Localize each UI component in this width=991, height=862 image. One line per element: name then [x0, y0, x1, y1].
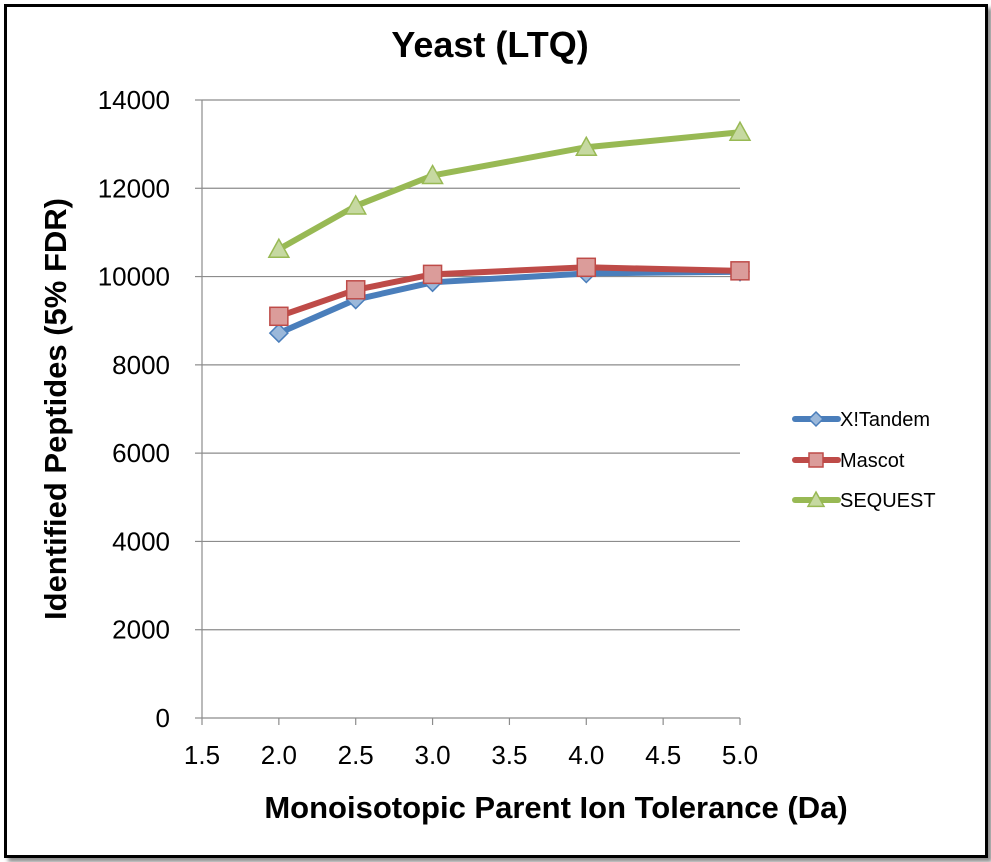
- data-point-mascot: [269, 306, 289, 327]
- y-tick-label: 8000: [112, 350, 170, 380]
- series-group: [267, 120, 752, 344]
- data-point-sequest: [728, 120, 752, 141]
- y-tick-label: 2000: [112, 615, 170, 645]
- x-axis-label: Monoisotopic Parent Ion Tolerance (Da): [264, 790, 847, 825]
- series-line-sequest: [275, 129, 743, 253]
- data-point-mascot: [730, 261, 750, 281]
- data-point-sequest: [575, 135, 598, 156]
- data-point-mascot: [422, 264, 443, 285]
- grid: [195, 99, 740, 719]
- data-point-sequest: [344, 194, 367, 215]
- x-tick-label: 1.5: [184, 740, 220, 770]
- series-sequest: [267, 120, 752, 258]
- chart-title: Yeast (LTQ): [391, 24, 588, 65]
- y-tick-label: 0: [156, 703, 170, 733]
- y-tick-labels: 0 2000 4000 6000 8000 10000 12000 14000: [98, 85, 170, 733]
- x-tick-label: 4.0: [568, 740, 604, 770]
- legend-label-sequest: SEQUEST: [840, 490, 936, 512]
- legend-marker-x-tandem: [807, 410, 825, 428]
- data-point-x-tandem: [268, 323, 289, 344]
- y-tick-label: 4000: [112, 526, 170, 556]
- y-tick-label: 6000: [112, 438, 170, 468]
- legend-marker-mascot: [808, 452, 824, 468]
- data-point-mascot: [345, 280, 366, 300]
- series-x-tandem: [268, 261, 751, 344]
- legend-label-mascot: Mascot: [840, 450, 905, 472]
- series-mascot: [269, 257, 750, 327]
- data-point-sequest: [421, 163, 444, 185]
- x-tick-label: 2.0: [261, 740, 297, 770]
- chart-frame: [4, 4, 988, 858]
- y-tick-label: 10000: [98, 262, 170, 292]
- x-tick-label: 5.0: [722, 740, 758, 770]
- y-tick-label: 12000: [98, 173, 170, 203]
- legend-marker-sequest: [806, 490, 826, 508]
- legend: X!Tandem Mascot SEQUEST: [792, 409, 936, 512]
- data-point-sequest: [267, 237, 291, 258]
- x-tick-label: 3.0: [414, 740, 450, 770]
- x-tick-label: 2.5: [338, 740, 374, 770]
- y-tick-label: 14000: [98, 85, 170, 115]
- data-point-mascot: [576, 257, 597, 278]
- y-axis-label: Identified Peptides (5% FDR): [38, 198, 73, 620]
- x-tick-label: 4.5: [645, 740, 681, 770]
- x-tick-label: 3.5: [491, 740, 527, 770]
- axes: [201, 100, 741, 725]
- x-tick-labels: 1.5 2.0 2.5 3.0 3.5 4.0 4.5 5.0: [184, 740, 758, 770]
- legend-label-x-tandem: X!Tandem: [840, 409, 930, 431]
